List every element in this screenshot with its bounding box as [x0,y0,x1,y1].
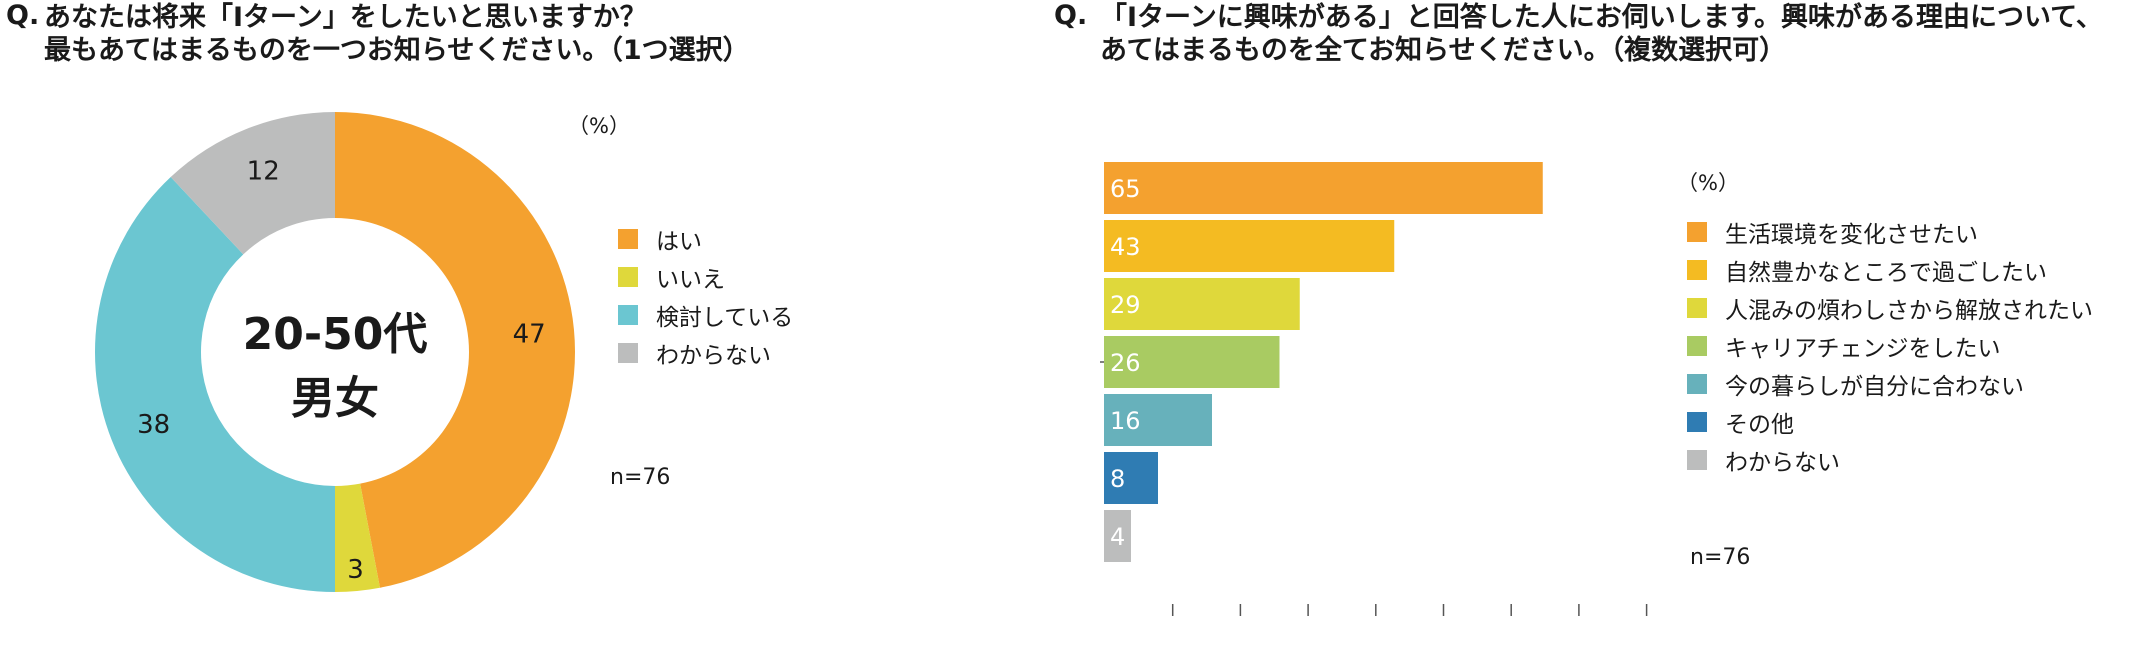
left-question-mark: Q. [6,0,40,31]
donut-legend-item: 検討している [618,296,793,334]
donut-legend-item: わからない [618,334,793,372]
legend-label: わからない [1725,450,1840,476]
donut-slice-label-2: 3 [347,555,364,585]
right-question-mark: Q. [1054,0,1088,31]
legend-label: 人混みの煩わしさから解放されたい [1725,298,2093,324]
legend-label: はい [656,229,702,255]
donut-slice-label-4: 12 [247,157,280,187]
donut-center-label: 20-50代 男女 [235,303,435,431]
bar-3 [1104,278,1300,330]
donut-center-line2: 男女 [291,373,379,424]
legend-swatch [1687,260,1707,280]
legend-swatch [618,343,638,363]
bar-legend-item: わからない [1687,441,2093,479]
bar-value-label-7: 4 [1110,523,1125,551]
legend-swatch [1687,374,1707,394]
bar-6 [1104,452,1158,504]
legend-label: その他 [1725,412,1794,438]
bar-5 [1104,394,1212,446]
right-unit-label: （%） [1677,171,1739,195]
bar-2 [1104,220,1395,272]
bar-legend-item: 人混みの煩わしさから解放されたい [1687,289,2093,327]
legend-label: 生活環境を変化させたい [1725,222,1978,248]
bar-legend-item: 生活環境を変化させたい [1687,213,2093,251]
legend-label: 検討している [656,305,794,331]
right-question-title-line2: あてはまるものを全てお知らせください。（複数選択可） [1100,35,1787,66]
legend-label: いいえ [656,267,725,293]
donut-slice-1 [335,112,576,588]
legend-swatch [1687,298,1707,318]
right-sample-size: n=76 [1690,545,1751,570]
left-sample-size: n=76 [610,465,671,490]
donut-slice-3 [95,177,336,592]
legend-swatch [1687,336,1707,356]
legend-swatch [618,305,638,325]
bar-legend: 生活環境を変化させたい自然豊かなところで過ごしたい人混みの煩わしさから解放された… [1687,213,2093,479]
donut-slice-2 [335,483,380,592]
left-question-title-line1: あなたは将来「Iターン」をしたいと思いますか？ [44,2,647,33]
donut-legend-item: いいえ [618,258,793,296]
legend-label: 今の暮らしが自分に合わない [1725,374,2024,400]
legend-swatch [1687,412,1707,432]
bar-value-label-3: 29 [1110,291,1141,319]
left-question-title-line2: 最もあてはまるものを一つお知らせください。（1つ選択） [44,35,750,66]
donut-slice-label-3: 38 [137,410,170,440]
bar-value-label-4: 26 [1110,349,1141,377]
legend-label: わからない [656,343,771,369]
bar-legend-item: その他 [1687,403,2093,441]
legend-swatch [1687,450,1707,470]
donut-center-line1: 20-50代 [242,309,428,360]
donut-legend-item: はい [618,220,793,258]
donut-slice-4 [170,112,335,255]
bar-value-label-5: 16 [1110,407,1141,435]
bar-1 [1104,162,1543,214]
bar-legend-item: 今の暮らしが自分に合わない [1687,365,2093,403]
bar-legend-item: キャリアチェンジをしたい [1687,327,2093,365]
bar-7 [1104,510,1131,562]
bar-value-label-6: 8 [1110,465,1125,493]
bar-legend-item: 自然豊かなところで過ごしたい [1687,251,2093,289]
right-question-title-line1: 「Iターンに興味がある」と回答した人にお伺いします。興味がある理由について、 [1100,2,2103,33]
bar-4 [1104,336,1280,388]
legend-swatch [618,229,638,249]
legend-swatch [1687,222,1707,242]
donut-legend: はいいいえ検討している わからない [618,220,793,372]
legend-label: キャリアチェンジをしたい [1725,336,2001,362]
legend-label: 自然豊かなところで過ごしたい [1725,260,2047,286]
bar-value-label-1: 65 [1110,175,1141,203]
legend-swatch [618,267,638,287]
left-unit-label: （%） [568,114,630,138]
bar-value-label-2: 43 [1110,233,1141,261]
donut-slice-label-1: 47 [513,320,546,350]
